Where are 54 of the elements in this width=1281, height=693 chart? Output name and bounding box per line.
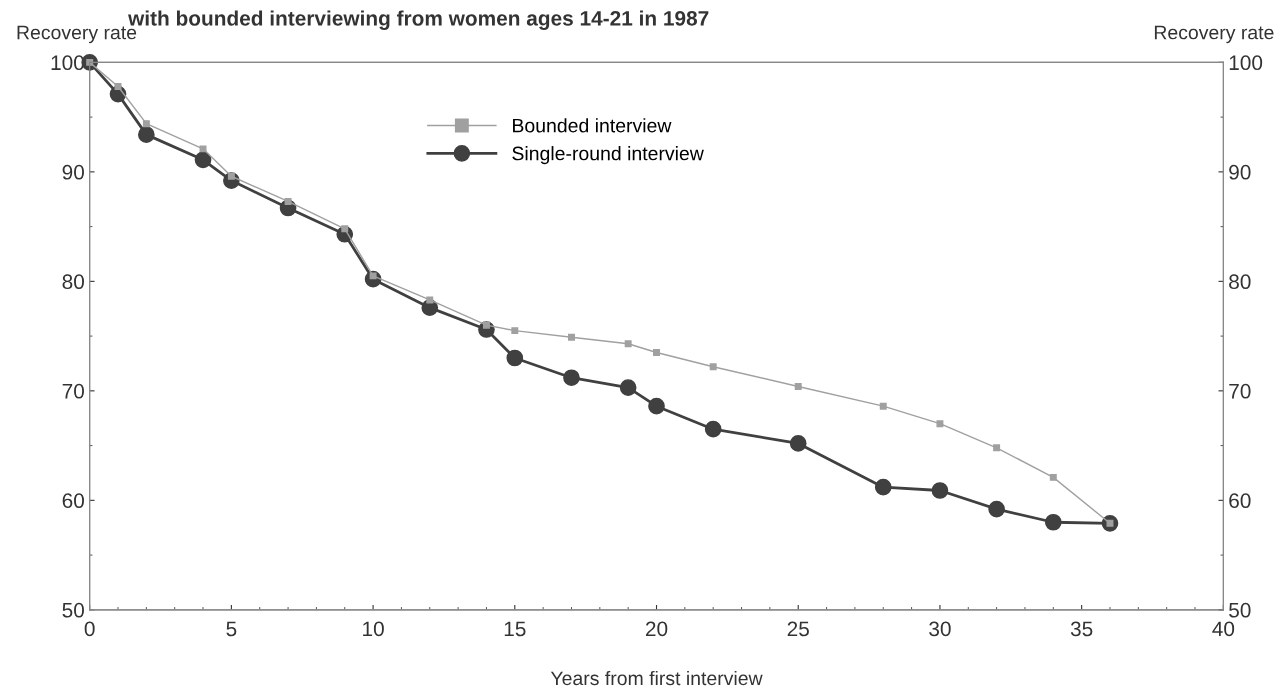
legend-label: Bounded interview — [513, 118, 672, 133]
point — [624, 340, 632, 348]
point — [794, 382, 802, 390]
point — [227, 172, 235, 180]
x-tick-label: 30 — [929, 621, 951, 637]
x-tick-label: 5 — [226, 621, 237, 637]
point — [194, 151, 212, 169]
x-tick-label: 20 — [645, 621, 668, 637]
y2-tick-label: 70 — [1229, 383, 1251, 399]
point — [648, 397, 665, 415]
x-tick-label: 35 — [1070, 621, 1093, 637]
point — [874, 478, 892, 496]
point — [506, 349, 524, 367]
y-tick-label: 90 — [62, 164, 84, 180]
point — [993, 444, 1001, 452]
y-tick-label: 80 — [62, 274, 84, 290]
y2-tick-label: 100 — [1229, 55, 1263, 71]
point — [199, 145, 207, 153]
point — [511, 327, 519, 335]
legend-label: Single-round interview — [512, 146, 704, 165]
point — [284, 197, 292, 205]
point — [482, 321, 490, 329]
x-axis-title: Years from first interview — [550, 670, 763, 686]
x-tick-label: 10 — [363, 621, 384, 637]
point — [709, 363, 717, 371]
point — [426, 296, 434, 304]
point — [1049, 473, 1057, 481]
point — [568, 333, 575, 341]
y2-tick-label: 80 — [1229, 274, 1251, 290]
point — [653, 349, 660, 357]
y-tick-label: 50 — [62, 602, 84, 618]
point — [114, 82, 122, 90]
point — [704, 420, 722, 438]
x-tick-label: 25 — [787, 621, 809, 637]
point — [563, 369, 580, 387]
x-tick-label: 15 — [504, 621, 526, 637]
point — [138, 126, 155, 143]
point — [936, 420, 944, 428]
y2-tick-label: 60 — [1229, 493, 1251, 509]
point — [341, 225, 349, 233]
point — [931, 482, 949, 499]
y2-tick-label: 50 — [1229, 602, 1251, 618]
y2-axis-title: Recovery rate — [1154, 25, 1274, 44]
y-tick-label: 70 — [62, 383, 84, 399]
point — [988, 500, 1005, 518]
point — [1044, 513, 1062, 531]
point — [879, 402, 887, 410]
x-tick-label: 0 — [84, 621, 95, 637]
x-tick-label: 40 — [1212, 621, 1235, 637]
point — [142, 120, 150, 128]
point — [619, 379, 637, 396]
y-tick-label: 60 — [62, 493, 84, 509]
y2-tick-label: 90 — [1229, 164, 1251, 180]
point — [789, 435, 807, 452]
